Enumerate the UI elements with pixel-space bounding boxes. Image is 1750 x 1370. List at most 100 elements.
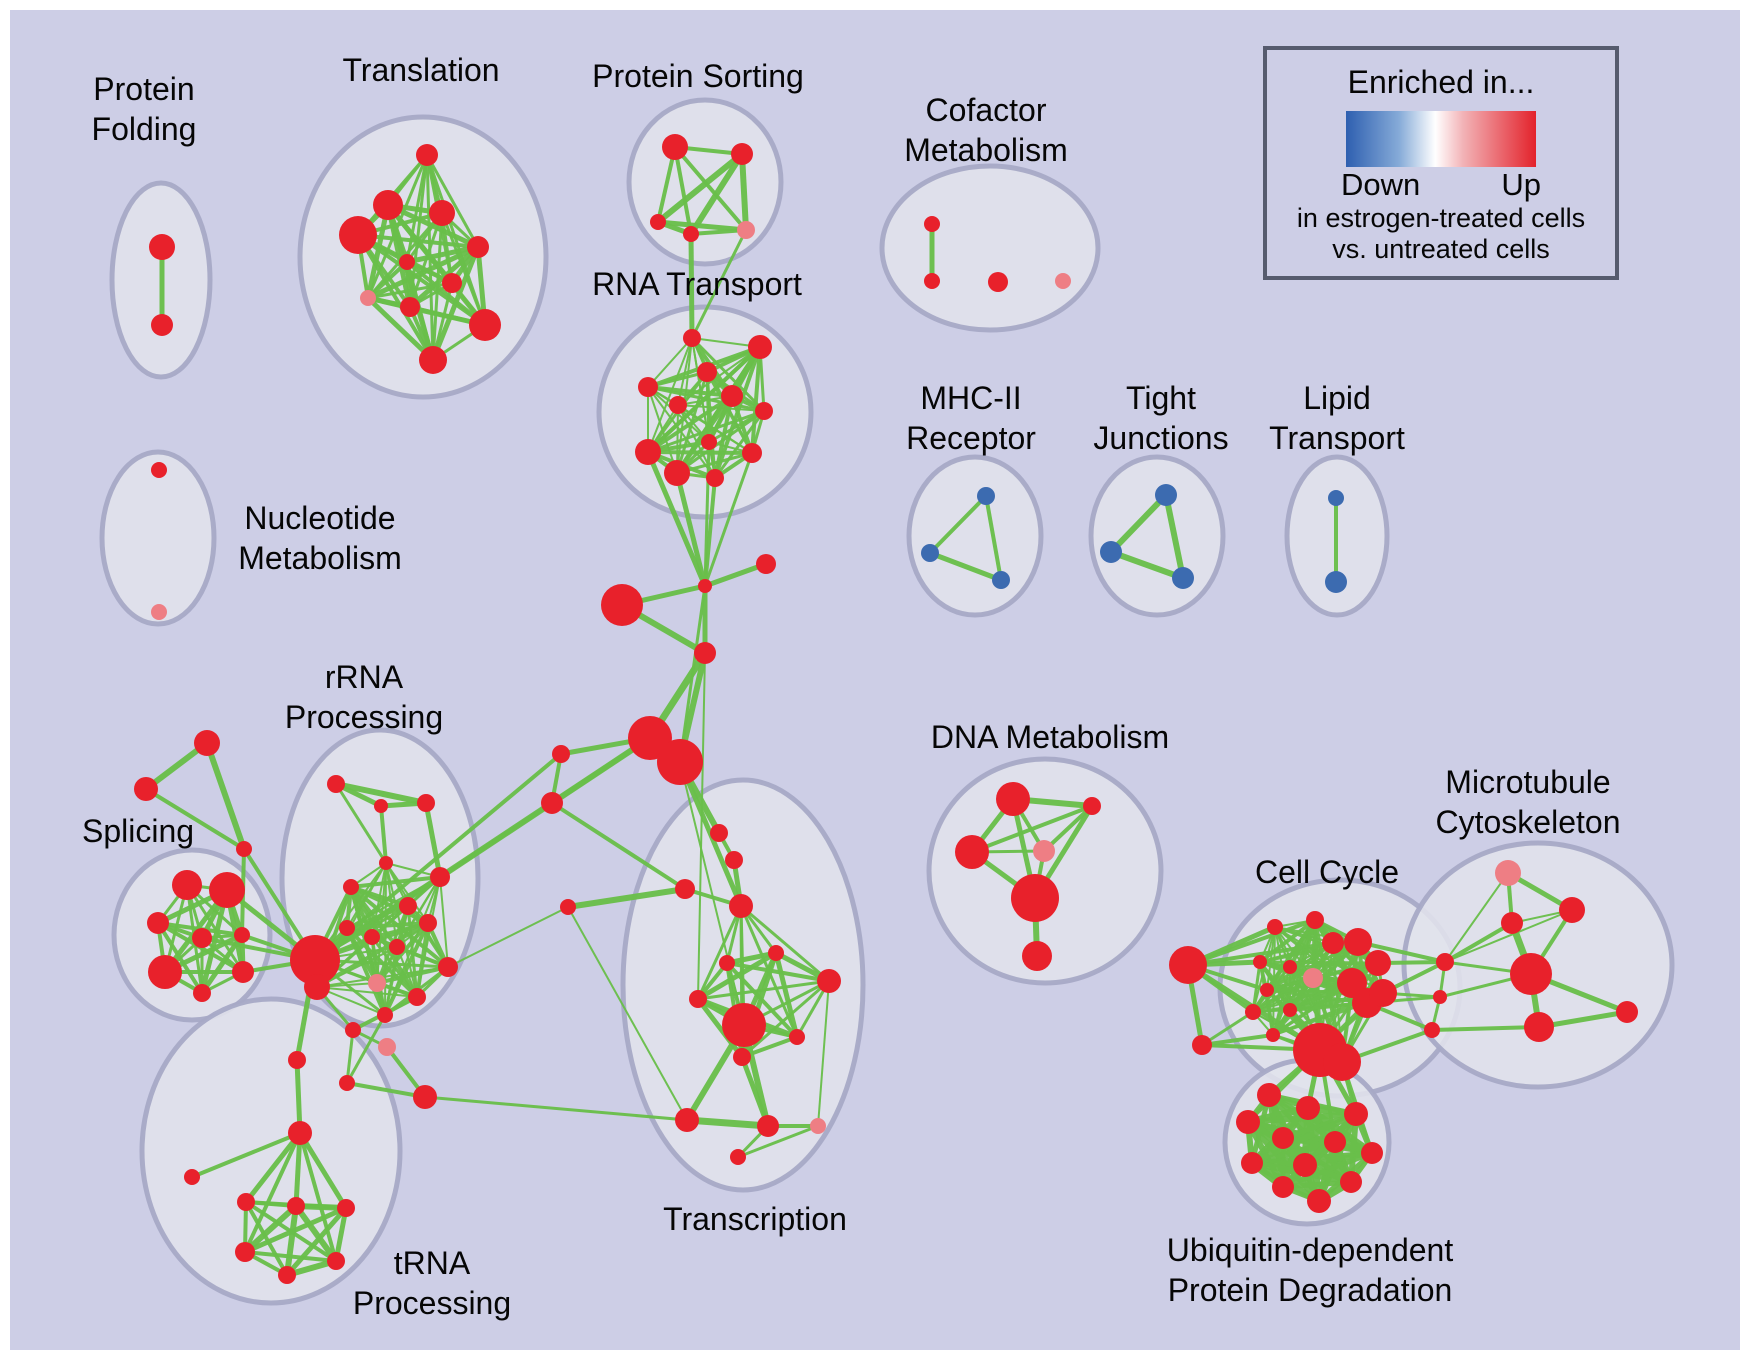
node-r2 (721, 385, 743, 407)
cluster-label-cofactor-metabolism-line1: Cofactor (926, 92, 1047, 128)
edge-ccl-cc2 (1187, 918, 1316, 967)
node-cn8 (288, 1051, 306, 1069)
legend-down-label: Down (1341, 167, 1421, 202)
node-tj3 (1172, 567, 1194, 589)
node-tr9 (757, 1115, 779, 1137)
node-big2 (657, 739, 703, 785)
node-d2 (1083, 797, 1101, 815)
node-o7 (339, 1075, 355, 1091)
enrichment-network-svg: Protein Folding Translation Protein Sorting… (82, 52, 1675, 1321)
edge-tr7-tr9 (739, 1056, 771, 1127)
edge-r8-cn1 (645, 451, 708, 587)
edge-cn1-cn2 (704, 561, 767, 589)
edge-r5-r11 (713, 346, 762, 479)
node-mc1 (1436, 953, 1454, 971)
node-t4 (429, 200, 455, 226)
node-r9 (664, 460, 690, 486)
node-d6 (1022, 941, 1052, 971)
node-r3 (755, 402, 773, 420)
legend-subtitle-2: vs. untreated cells (1332, 234, 1550, 264)
edge-ps4-ps5 (690, 228, 747, 236)
edge-r12-cn1 (703, 452, 754, 587)
edge-rp16-rp12 (383, 922, 430, 1016)
edge-x1-x3 (204, 742, 247, 850)
node-s7 (232, 961, 254, 983)
node-u4 (1272, 1127, 1294, 1149)
node-ps1 (662, 134, 688, 160)
cluster-label-trna-processing-line2: Processing (353, 1285, 511, 1321)
edge-cc6-cc9 (1265, 989, 1275, 1036)
edge-r7-r11 (647, 386, 716, 479)
cluster-label-microtubule-cytoskeleton-line2: Cytoskeleton (1436, 804, 1621, 840)
node-s4 (192, 928, 212, 948)
node-tb (287, 1197, 305, 1215)
edge-tr1-tr5 (696, 905, 743, 1000)
node-cc15 (1369, 979, 1397, 1007)
cluster-label-translation-line1: Translation (342, 52, 499, 88)
edge-tr10-tr11 (737, 1124, 819, 1159)
node-tr3 (719, 955, 735, 971)
node-rp5 (343, 879, 359, 895)
edge-cc3-cc7 (1251, 961, 1262, 1013)
node-r8 (635, 439, 661, 465)
edge-tb-td (242, 1203, 299, 1255)
edge-cn4-tr5 (697, 652, 706, 1000)
node-u3 (1236, 1110, 1260, 1134)
edge-cn7-tr0c (567, 886, 686, 910)
node-d4 (1033, 840, 1055, 862)
edge-th-ta (244, 1131, 302, 1204)
node-mt4 (1524, 1012, 1554, 1042)
edge-r4-r7 (647, 337, 693, 388)
node-r12 (742, 443, 762, 463)
edge-o7-o5 (346, 1081, 426, 1099)
node-ps5 (737, 221, 755, 239)
edge-t1-t5 (425, 154, 480, 248)
node-cn5 (552, 745, 570, 763)
edge-rp1-rp4 (334, 783, 388, 864)
node-tl (184, 1169, 200, 1185)
node-td (235, 1242, 255, 1262)
node-ps3 (650, 214, 666, 230)
edge-rp13-rp12 (345, 927, 387, 1016)
node-cn1 (698, 579, 712, 593)
node-rp1 (327, 775, 345, 793)
node-mc2 (1433, 990, 1447, 1004)
node-rp16 (419, 914, 437, 932)
edge-ccl2-cc7 (1201, 1010, 1254, 1047)
node-cn2 (756, 554, 776, 574)
edge-mc1-mt3 (1443, 921, 1514, 964)
edge-t6-t10 (405, 260, 487, 327)
edge-ps2-ps4 (688, 152, 745, 236)
node-s1 (172, 870, 202, 900)
node-u8 (1241, 1152, 1263, 1174)
edge-m2-m3 (929, 550, 1002, 583)
cluster-label-lipid-transport-line1: Lipid (1303, 380, 1371, 416)
edge-t3-t11 (356, 233, 435, 362)
cluster-ellipse-nucleotide-metabolism (99, 449, 217, 627)
node-u9 (1293, 1153, 1317, 1177)
edge-td-te (244, 1250, 337, 1263)
edge-ps1-ps5 (673, 145, 748, 232)
node-u10 (1272, 1176, 1294, 1198)
node-m3 (992, 571, 1010, 589)
node-mtbig (1510, 953, 1552, 995)
node-o6 (345, 1022, 361, 1038)
node-d3 (955, 835, 989, 869)
edge-rp13-rp16 (346, 921, 429, 930)
node-layer (134, 134, 1638, 1284)
node-x2 (134, 777, 158, 801)
node-cc3 (1253, 955, 1267, 969)
node-cc12 (1365, 950, 1391, 976)
node-rp9 (368, 974, 386, 992)
node-t9 (400, 297, 420, 317)
edge-th-tb (293, 1132, 303, 1207)
node-cn4 (694, 642, 716, 664)
node-x1 (194, 730, 220, 756)
edge-u6-u8 (1250, 1111, 1358, 1166)
edge-ps4-r4 (688, 233, 695, 339)
node-t2 (373, 190, 403, 220)
node-t7 (442, 273, 462, 293)
node-cc10 (1322, 932, 1344, 954)
node-m2 (921, 544, 939, 562)
node-cc11 (1344, 928, 1372, 956)
